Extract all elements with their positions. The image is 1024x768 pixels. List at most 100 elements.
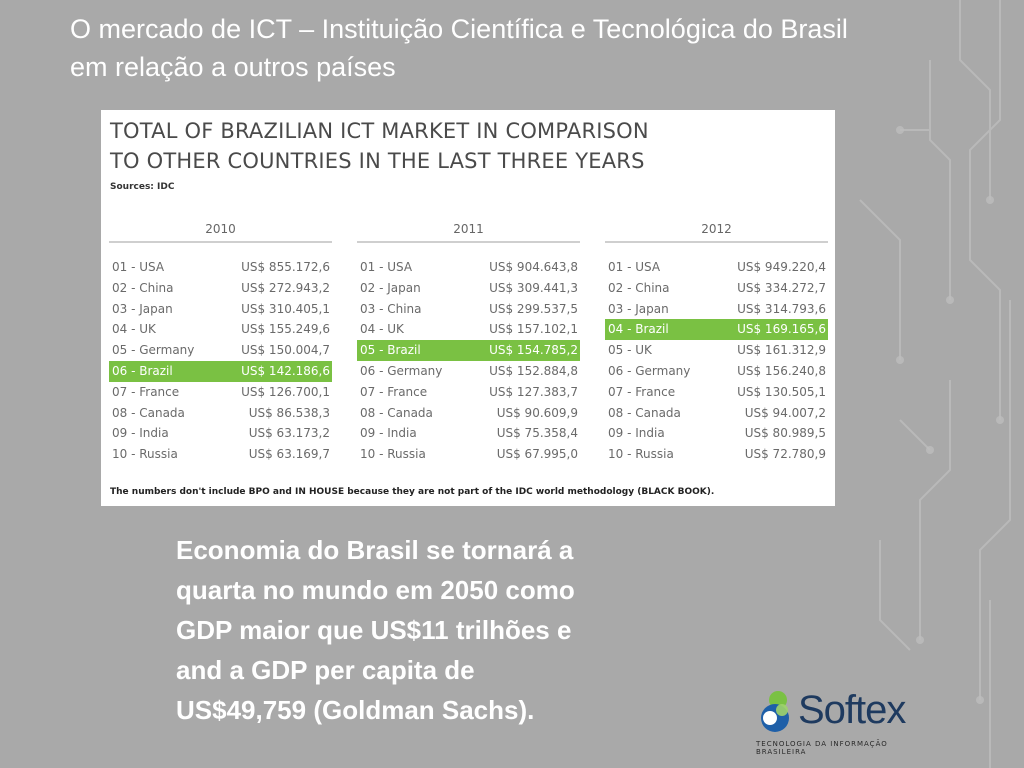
table-sources: Sources: IDC (110, 182, 175, 192)
table-row: 02 - Japan US$ 309.441,3 (357, 278, 580, 299)
country-cell: 03 - Japan (112, 301, 173, 316)
country-cell: 08 - Canada (112, 405, 185, 420)
value-cell: US$ 309.441,3 (489, 280, 578, 295)
country-cell: 10 - Russia (360, 447, 426, 462)
table-row: 10 - Russia US$ 72.780,9 (605, 444, 828, 465)
table-row: 03 - China US$ 299.537,5 (357, 299, 580, 320)
value-cell: US$ 90.609,9 (496, 405, 578, 420)
table-row: 09 - India US$ 80.989,5 (605, 423, 828, 444)
value-cell: US$ 63.169,7 (248, 447, 330, 462)
table-row: 05 - Germany US$ 150.004,7 (109, 340, 332, 361)
table-row: 07 - France US$ 126.700,1 (109, 382, 332, 403)
year-heading: 2012 (605, 220, 828, 243)
year-heading: 2010 (109, 220, 332, 243)
slide-title-line2: em relação a outros países (70, 52, 396, 82)
country-cell: 09 - India (112, 426, 169, 441)
table-row: 01 - USA US$ 904.643,8 (357, 257, 580, 278)
body-text: Economia do Brasil se tornará a quarta n… (176, 530, 676, 730)
table-row: 09 - India US$ 63.173,2 (109, 423, 332, 444)
table-heading-line2: TO OTHER COUNTRIES IN THE LAST THREE YEA… (110, 149, 645, 173)
value-cell: US$ 169.165,6 (737, 322, 826, 337)
value-cell: US$ 904.643,8 (489, 260, 578, 274)
country-cell: 06 - Brazil (112, 363, 173, 378)
value-cell: US$ 75.358,4 (496, 426, 578, 441)
softex-logo-mark-icon (761, 691, 789, 732)
country-cell: 01 - USA (112, 260, 165, 274)
value-cell: US$ 142.186,6 (241, 363, 330, 378)
table-row: 06 - Germany US$ 152.884,8 (357, 361, 580, 382)
table-row-highlighted: 05 - Brazil US$ 154.785,2 (357, 340, 580, 361)
value-cell: US$ 155.249,6 (241, 322, 330, 337)
value-cell: US$ 299.537,5 (489, 301, 578, 316)
table-row: 04 - UK US$ 157.102,1 (357, 319, 580, 340)
value-cell: US$ 80.989,5 (744, 426, 826, 441)
value-cell: US$ 154.785,2 (489, 343, 578, 358)
value-cell: US$ 150.004,7 (241, 343, 330, 358)
country-cell: 04 - Brazil (608, 322, 669, 337)
value-cell: US$ 314.793,6 (737, 301, 826, 316)
table-row: 07 - France US$ 127.383,7 (357, 382, 580, 403)
table-row: 05 - UK US$ 161.312,9 (605, 340, 828, 361)
country-cell: 06 - Germany (608, 363, 691, 378)
table-row: 02 - China US$ 272.943,2 (109, 278, 332, 299)
value-cell: US$ 67.995,0 (496, 447, 578, 462)
country-cell: 05 - Brazil (360, 343, 421, 358)
value-cell: US$ 127.383,7 (489, 384, 578, 399)
country-cell: 08 - Canada (360, 405, 433, 420)
table-row: 01 - USA US$ 949.220,4 (605, 257, 828, 278)
body-line: GDP maior que US$11 trilhões e (176, 615, 572, 645)
table-footnote: The numbers don't include BPO and IN HOU… (110, 487, 715, 497)
ict-market-table-image: TOTAL OF BRAZILIAN ICT MARKET IN COMPARI… (101, 110, 835, 506)
value-cell: US$ 130.505,1 (737, 384, 826, 399)
year-heading: 2011 (357, 220, 580, 243)
table-row: 10 - Russia US$ 67.995,0 (357, 444, 580, 465)
year-rows: 01 - USA US$ 855.172,6 02 - China US$ 272.9… (109, 257, 332, 465)
country-cell: 02 - China (112, 280, 174, 295)
country-cell: 08 - Canada (608, 405, 681, 420)
value-cell: US$ 161.312,9 (737, 343, 826, 358)
country-cell: 02 - Japan (360, 280, 421, 295)
body-line: Economia do Brasil se tornará a (176, 535, 574, 565)
table-heading-line1: TOTAL OF BRAZILIAN ICT MARKET IN COMPARI… (110, 119, 649, 143)
value-cell: US$ 156.240,8 (737, 363, 826, 378)
country-cell: 03 - China (360, 301, 422, 316)
table-row: 10 - Russia US$ 63.169,7 (109, 444, 332, 465)
table-row: 09 - India US$ 75.358,4 (357, 423, 580, 444)
table-row: 03 - Japan US$ 314.793,6 (605, 299, 828, 320)
value-cell: US$ 63.173,2 (248, 426, 330, 441)
value-cell: US$ 86.538,3 (248, 405, 330, 420)
table-row: 01 - USA US$ 855.172,6 (109, 257, 332, 278)
value-cell: US$ 949.220,4 (737, 260, 826, 274)
country-cell: 05 - Germany (112, 343, 195, 358)
table-heading: TOTAL OF BRAZILIAN ICT MARKET IN COMPARI… (110, 116, 810, 176)
country-cell: 09 - India (608, 426, 665, 441)
year-rows: 01 - USA US$ 904.643,8 02 - Japan US$ 309.4… (357, 257, 580, 465)
table-row: 04 - UK US$ 155.249,6 (109, 319, 332, 340)
softex-logo-wordmark: Softex (798, 688, 906, 732)
country-cell: 06 - Germany (360, 363, 443, 378)
table-row: 02 - China US$ 334.272,7 (605, 278, 828, 299)
body-line: US$49,759 (Goldman Sachs). (176, 695, 535, 725)
country-cell: 09 - India (360, 426, 417, 441)
body-line: quarta no mundo em 2050 como (176, 575, 575, 605)
value-cell: US$ 94.007,2 (744, 405, 826, 420)
country-cell: 07 - France (608, 384, 676, 399)
value-cell: US$ 72.780,9 (744, 447, 826, 462)
country-cell: 04 - UK (360, 322, 404, 337)
country-cell: 05 - UK (608, 343, 652, 358)
value-cell: US$ 272.943,2 (241, 280, 330, 295)
value-cell: US$ 152.884,8 (489, 363, 578, 378)
table-row-highlighted: 04 - Brazil US$ 169.165,6 (605, 319, 828, 341)
table-row: 08 - Canada US$ 86.538,3 (109, 403, 332, 424)
softex-logo-tagline: TECNOLOGIA DA INFORMAÇÃO BRASILEIRA (756, 740, 888, 756)
country-cell: 10 - Russia (608, 447, 674, 462)
year-column-2012: 2012 01 - USA US$ 949.220,4 02 - China US$ … (605, 220, 828, 465)
table-row: 08 - Canada US$ 90.609,9 (357, 403, 580, 424)
country-cell: 03 - Japan (608, 301, 669, 316)
value-cell: US$ 855.172,6 (241, 260, 330, 274)
year-rows: 01 - USA US$ 949.220,4 02 - China US$ 334.2… (605, 257, 828, 465)
value-cell: US$ 334.272,7 (737, 280, 826, 295)
softex-logo: Softex TECNOLOGIA DA INFORMAÇÃO BRASILEI… (756, 684, 926, 756)
country-cell: 07 - France (360, 384, 428, 399)
country-cell: 01 - USA (360, 260, 413, 274)
